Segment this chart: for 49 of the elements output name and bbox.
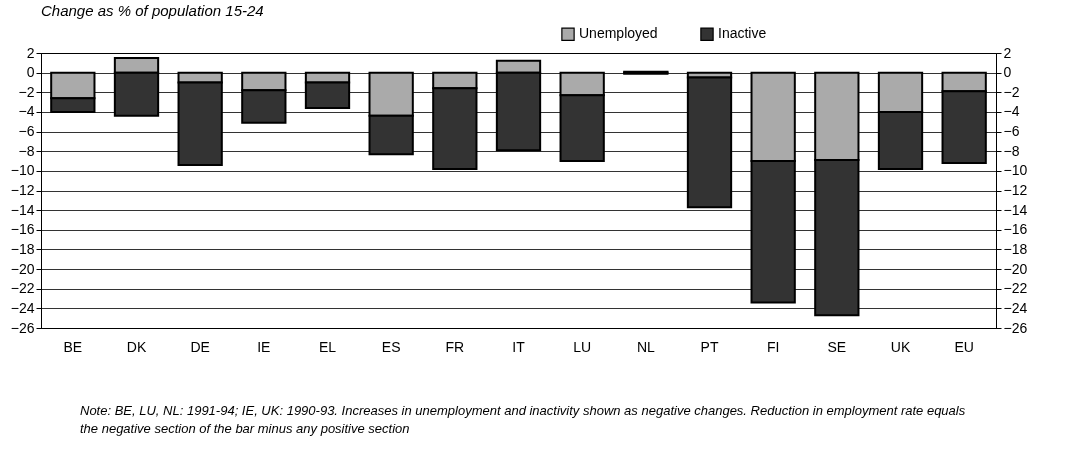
y2-tick-label: −24 <box>1003 299 1028 316</box>
y2-tick-label: −12 <box>1003 182 1028 198</box>
y-tick-label: −2 <box>18 83 35 100</box>
y-tick-label: −24 <box>10 299 35 316</box>
y2-tick-label: −18 <box>1003 240 1028 257</box>
x-tick-label: DK <box>126 338 147 355</box>
y2-tick-label: −14 <box>1003 201 1028 218</box>
text: Note: BE, LU, NL: 1991-94; IE, UK: 1990-93. Increases in unemployment and inactivity shown as negative changes. Reduction in employment rate equals the negative section of the bar minus any positive section <box>80 402 967 438</box>
legend-label: Inactive <box>718 25 767 42</box>
y-tick-label: −26 <box>10 319 35 336</box>
x-tick-label: EL <box>318 338 337 355</box>
x-tick-label: LU <box>573 338 592 355</box>
y2-tick-label: −22 <box>1003 280 1028 297</box>
x-tick-label: PT <box>700 338 719 355</box>
y2-tick-label: −8 <box>1003 142 1020 159</box>
y-tick-label: −10 <box>10 162 35 179</box>
y-tick-label: −4 <box>18 103 35 120</box>
y-tick-label: −18 <box>10 240 35 257</box>
chart-title: Change as % of population 15-24 <box>41 2 264 19</box>
x-tick-label: BE <box>63 338 83 355</box>
x-tick-label: FI <box>766 338 780 355</box>
x-tick-label: UK <box>890 338 911 355</box>
y-tick-label: 2 <box>26 44 35 61</box>
y2-tick-label: 0 <box>1003 64 1012 81</box>
y-tick-label: −20 <box>10 260 35 277</box>
x-tick-label: EU <box>954 338 974 355</box>
y2-tick-label: −20 <box>1003 260 1028 277</box>
y2-tick-label: −10 <box>1003 162 1028 179</box>
y2-tick-label: −26 <box>1003 319 1028 336</box>
y-tick-label: −8 <box>18 142 35 159</box>
y2-tick-label: −2 <box>1003 83 1020 100</box>
y-tick-label: −12 <box>10 182 35 198</box>
x-tick-label: SE <box>827 338 847 355</box>
y-tick-label: −16 <box>10 221 35 238</box>
x-tick-label: IT <box>512 338 526 355</box>
y-tick-label: −14 <box>10 201 35 218</box>
y-tick-label: −6 <box>18 123 35 140</box>
y-tick-label: 0 <box>26 64 35 81</box>
y2-tick-label: 2 <box>1003 44 1012 61</box>
x-tick-label: ES <box>381 338 401 355</box>
y-tick-label: −22 <box>10 280 35 297</box>
y2-tick-label: −6 <box>1003 123 1020 140</box>
x-tick-label: DE <box>190 338 210 355</box>
y2-tick-label: −4 <box>1003 103 1020 120</box>
x-tick-label: IE <box>257 338 271 355</box>
y2-tick-label: −16 <box>1003 221 1028 238</box>
legend-label: Unemployed <box>579 25 658 42</box>
x-tick-label: FR <box>445 338 465 355</box>
x-tick-label: NL <box>636 338 655 355</box>
